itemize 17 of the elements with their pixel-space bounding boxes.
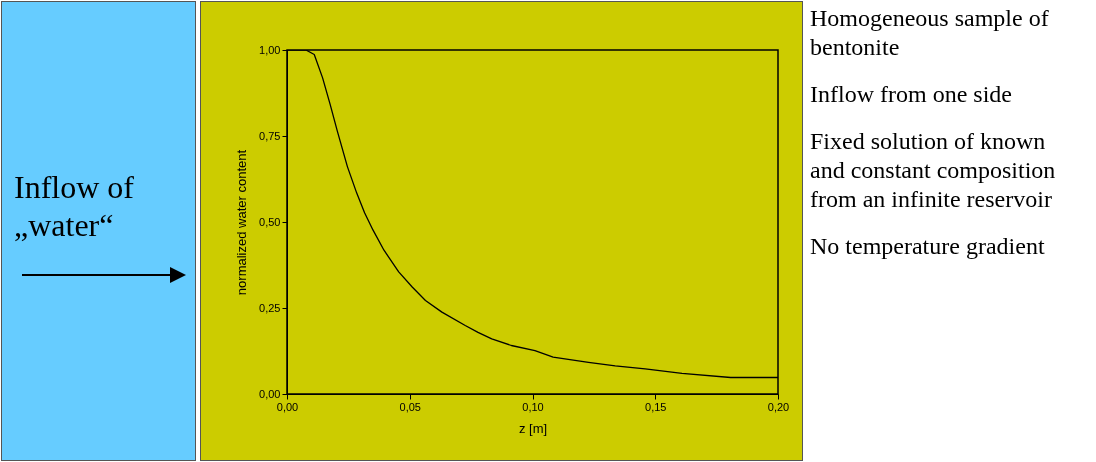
text: Homogeneous sample of bentonite	[810, 4, 1050, 62]
y-tick-label: 1,00	[259, 43, 281, 56]
y-tick-label: 0,00	[259, 387, 281, 400]
text: Inflow from one side	[810, 80, 1013, 109]
text: Inflow of „water“	[14, 168, 135, 244]
x-tick-label: 0,05	[399, 400, 421, 413]
y-axis-title: normalized water content	[234, 149, 250, 296]
x-tick-label: 0,15	[645, 400, 667, 413]
x-tick-label: 0,10	[522, 400, 544, 413]
x-tick-label: 0,00	[276, 400, 299, 413]
y-tick-label: 0,50	[259, 215, 281, 228]
x-tick-label: 0,20	[767, 400, 790, 413]
y-tick-label: 0,25	[259, 301, 281, 314]
y-tick-label: 0,75	[259, 129, 281, 142]
text: Fixed solution of known and constant composition from an infinite reservoir	[810, 127, 1057, 214]
text: No temperature gradient	[810, 232, 1046, 261]
x-axis-title: z [m]	[518, 420, 548, 436]
